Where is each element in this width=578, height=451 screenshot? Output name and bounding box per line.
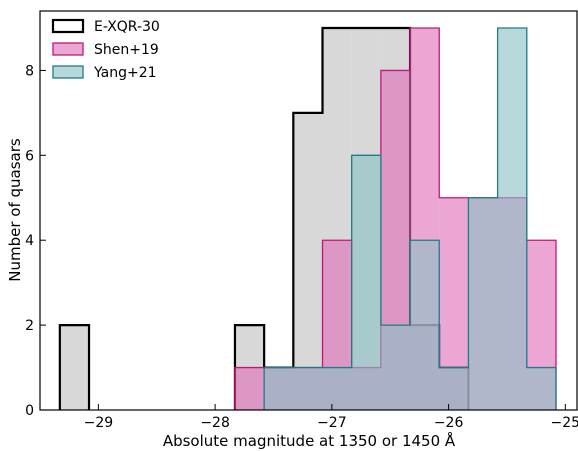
ticks-layer: −29 −28 −27 −26 −25 0 2 4 6 8 bbox=[25, 63, 578, 431]
legend-label-1: Shen+19 bbox=[94, 42, 159, 58]
bar-series-2-bin-9 bbox=[526, 367, 556, 410]
bar-series-2-bin-0 bbox=[264, 367, 294, 410]
legend-swatch-2 bbox=[52, 65, 84, 79]
bar-series-2-bin-2 bbox=[322, 367, 352, 410]
legend-swatch-1 bbox=[52, 42, 84, 56]
x-tick-label-2: −27 bbox=[317, 415, 347, 431]
bar-series-2-bin-5 bbox=[410, 240, 440, 410]
legend-item-0: E-XQR-30 bbox=[51, 18, 160, 35]
y-tick-label-3: 6 bbox=[25, 148, 34, 164]
bar-series-2-bin-4 bbox=[380, 325, 411, 410]
bar-series-2-bin-8 bbox=[497, 27, 527, 410]
x-axis-label: Absolute magnitude at 1350 or 1450 Å bbox=[163, 431, 456, 450]
legend: E-XQR-30 Shen+19 Yang+21 bbox=[51, 18, 160, 81]
outline-series-2 bbox=[263, 27, 557, 410]
y-tick-label-4: 8 bbox=[25, 63, 34, 79]
legend-label-0: E-XQR-30 bbox=[94, 19, 160, 35]
bar-series-2-bin-7 bbox=[468, 197, 498, 410]
bar-series-0-bin-3 bbox=[293, 112, 323, 410]
bar-series-0-bin-0 bbox=[59, 325, 90, 410]
bar-series-1-bin-0 bbox=[234, 367, 265, 410]
x-tick-label-0: −29 bbox=[84, 415, 114, 431]
x-tick-label-4: −25 bbox=[551, 415, 578, 431]
x-tick-label-1: −28 bbox=[200, 415, 230, 431]
y-tick-label-1: 2 bbox=[25, 318, 34, 334]
bars-layer bbox=[58, 26, 557, 410]
legend-label-2: Yang+21 bbox=[93, 65, 157, 81]
bar-series-2-bin-6 bbox=[439, 367, 469, 410]
legend-item-1: Shen+19 bbox=[52, 42, 159, 58]
plot-frame bbox=[39, 10, 578, 411]
legend-item-2: Yang+21 bbox=[52, 65, 157, 81]
legend-swatch-0 bbox=[51, 18, 85, 34]
bar-series-2-bin-1 bbox=[293, 367, 323, 410]
bar-series-2-bin-3 bbox=[351, 155, 381, 410]
y-tick-label-0: 0 bbox=[25, 403, 34, 419]
x-tick-label-3: −26 bbox=[434, 415, 464, 431]
series-2 bbox=[263, 27, 557, 410]
y-axis-label: Number of quasars bbox=[6, 138, 24, 282]
y-tick-label-2: 4 bbox=[25, 233, 34, 249]
